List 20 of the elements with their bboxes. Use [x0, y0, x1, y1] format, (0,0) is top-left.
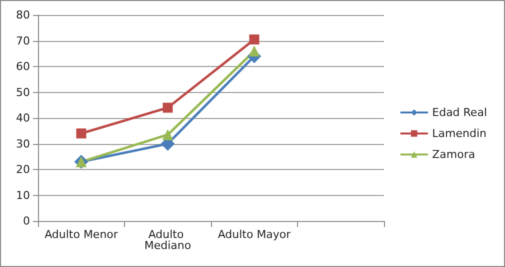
y-tick-label: 20: [16, 163, 30, 176]
point: [248, 46, 260, 57]
y-tick-label: 0: [23, 214, 30, 228]
y-tick-label: 60: [16, 60, 30, 73]
y-tick-label: 30: [16, 137, 30, 150]
legend-label: Lamendin: [432, 127, 486, 140]
y-tick-label: 40: [16, 112, 30, 124]
y-tick-label: 70: [16, 34, 30, 48]
x-tick-label: Adulto Mediano: [144, 228, 192, 252]
legend-label: Edad Real: [432, 106, 488, 119]
point: [76, 128, 86, 138]
x-tick-label: Adulto Mayor: [218, 228, 292, 241]
y-tick-label: 80: [16, 8, 30, 22]
point: [162, 102, 173, 113]
y-tick-label: 50: [16, 86, 30, 99]
legend-label: Zamora: [432, 148, 476, 161]
x-tick-label: Adulto Menor: [44, 228, 118, 241]
point: [162, 129, 174, 140]
point: [249, 34, 260, 44]
y-tick-label: 10: [16, 188, 30, 202]
